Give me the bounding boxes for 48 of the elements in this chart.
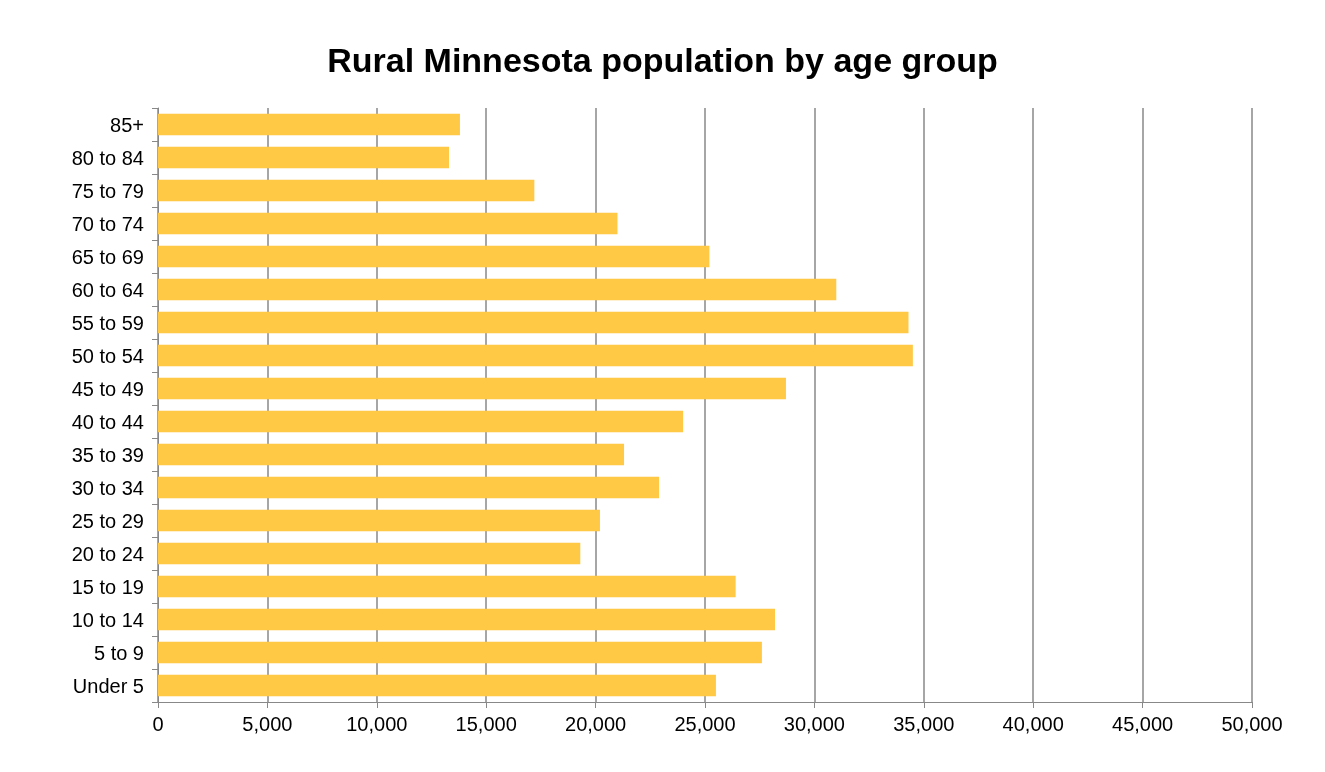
bar — [158, 113, 460, 136]
y-tick-label: 10 to 14 — [71, 608, 144, 631]
bar — [158, 344, 913, 367]
bar — [158, 212, 618, 235]
y-tick-label: 25 to 29 — [71, 509, 144, 532]
bar — [158, 641, 762, 664]
x-tick-label: 15,000 — [455, 713, 517, 735]
x-tick-label: 30,000 — [783, 713, 845, 735]
bar — [158, 608, 776, 631]
y-tick-label: Under 5 — [72, 674, 144, 697]
bar — [158, 509, 600, 532]
bar — [158, 179, 535, 202]
y-tick-label: 75 to 79 — [71, 179, 144, 202]
y-tick-label: 5 to 9 — [93, 641, 144, 664]
x-tick-label: 0 — [152, 713, 164, 735]
x-tick-label: 40,000 — [1002, 713, 1064, 735]
x-tick-label: 50,000 — [1221, 713, 1283, 735]
bar — [158, 575, 736, 598]
y-tick-label: 15 to 19 — [71, 575, 144, 598]
x-tick-label: 35,000 — [893, 713, 955, 735]
x-tick-label: 10,000 — [346, 713, 408, 735]
y-tick-label: 30 to 34 — [71, 476, 144, 499]
bar — [158, 674, 716, 697]
y-tick-label: 20 to 24 — [71, 542, 144, 565]
bar — [158, 311, 909, 334]
x-tick-label: 5,000 — [242, 713, 293, 735]
y-tick-label: 70 to 74 — [71, 212, 144, 235]
x-tick-label: 25,000 — [674, 713, 736, 735]
bar — [158, 146, 449, 169]
bar — [158, 377, 786, 400]
chart-title: Rural Minnesota population by age group — [327, 41, 998, 79]
bar — [158, 476, 660, 499]
y-tick-label: 40 to 44 — [71, 410, 144, 433]
y-tick-label: 60 to 64 — [71, 278, 144, 301]
y-tick-label: 65 to 69 — [71, 245, 144, 268]
bar — [158, 542, 581, 565]
y-tick-label: 55 to 59 — [71, 311, 144, 334]
bar — [158, 443, 625, 466]
bar — [158, 410, 684, 433]
x-tick-label: 20,000 — [565, 713, 627, 735]
y-tick-label: 85+ — [110, 113, 144, 136]
bar — [158, 245, 710, 268]
x-tick-label: 45,000 — [1112, 713, 1174, 735]
y-tick-label: 45 to 49 — [71, 377, 144, 400]
y-tick-label: 50 to 54 — [71, 344, 144, 367]
y-tick-label: 35 to 39 — [71, 443, 144, 466]
y-tick-label: 80 to 84 — [71, 146, 144, 169]
bar — [158, 278, 837, 301]
